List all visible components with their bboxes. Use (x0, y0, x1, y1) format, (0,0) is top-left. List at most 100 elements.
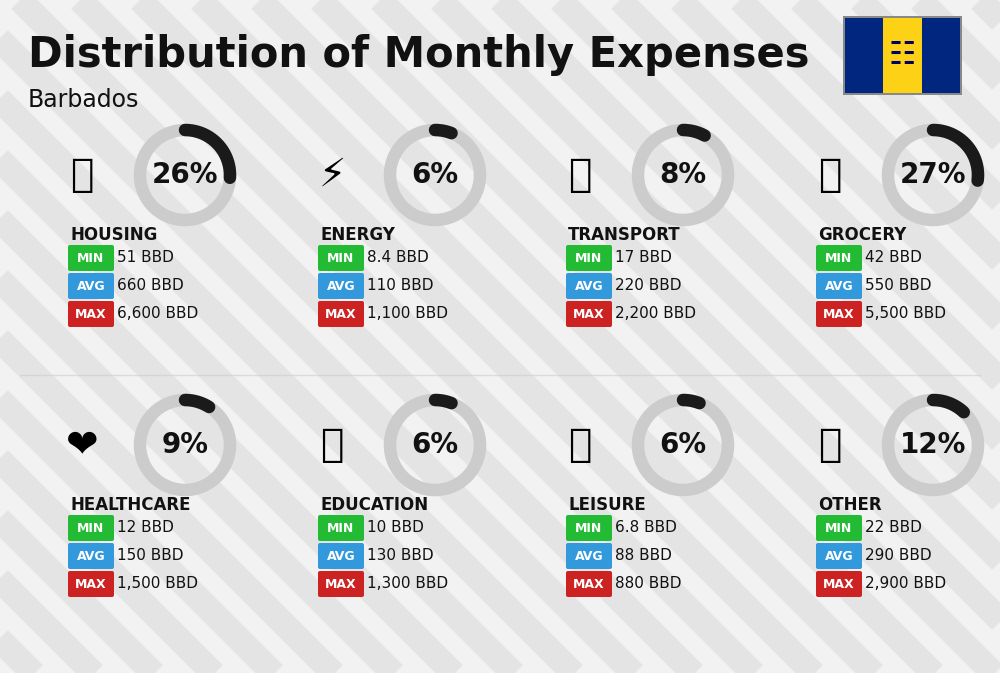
Text: 🚌: 🚌 (568, 156, 592, 194)
Text: 2,900 BBD: 2,900 BBD (865, 577, 946, 592)
Text: ❤: ❤ (66, 426, 98, 464)
Text: 150 BBD: 150 BBD (117, 548, 184, 563)
Text: AVG: AVG (77, 549, 105, 563)
FancyBboxPatch shape (68, 543, 114, 569)
Text: 8%: 8% (659, 161, 707, 189)
Text: 6%: 6% (411, 161, 459, 189)
Text: 🛒: 🛒 (818, 156, 842, 194)
Text: 1,500 BBD: 1,500 BBD (117, 577, 198, 592)
Text: MAX: MAX (573, 308, 605, 320)
FancyBboxPatch shape (318, 245, 364, 271)
Text: MIN: MIN (825, 252, 853, 264)
Text: LEISURE: LEISURE (568, 496, 646, 514)
Text: 8.4 BBD: 8.4 BBD (367, 250, 429, 266)
Text: MIN: MIN (327, 252, 355, 264)
Text: HEALTHCARE: HEALTHCARE (70, 496, 190, 514)
Text: MAX: MAX (325, 308, 357, 320)
Text: 550 BBD: 550 BBD (865, 279, 932, 293)
Text: AVG: AVG (825, 549, 853, 563)
Text: MIN: MIN (575, 522, 603, 534)
Text: 12 BBD: 12 BBD (117, 520, 174, 536)
Text: 🏢: 🏢 (70, 156, 94, 194)
FancyBboxPatch shape (816, 543, 862, 569)
Text: 🛍: 🛍 (568, 426, 592, 464)
FancyBboxPatch shape (816, 571, 862, 597)
FancyBboxPatch shape (816, 245, 862, 271)
Text: 9%: 9% (162, 431, 208, 459)
Text: EDUCATION: EDUCATION (320, 496, 428, 514)
FancyBboxPatch shape (816, 515, 862, 541)
Bar (922, 18, 960, 93)
Text: 110 BBD: 110 BBD (367, 279, 434, 293)
FancyBboxPatch shape (68, 245, 114, 271)
Text: ⚡: ⚡ (318, 156, 346, 194)
Text: AVG: AVG (327, 279, 355, 293)
Text: AVG: AVG (825, 279, 853, 293)
FancyBboxPatch shape (816, 301, 862, 327)
FancyBboxPatch shape (816, 273, 862, 299)
Text: 6%: 6% (411, 431, 459, 459)
Text: 5,500 BBD: 5,500 BBD (865, 306, 946, 322)
Text: MIN: MIN (77, 252, 105, 264)
FancyBboxPatch shape (566, 273, 612, 299)
Text: GROCERY: GROCERY (818, 226, 906, 244)
Text: 17 BBD: 17 BBD (615, 250, 672, 266)
Bar (845, 18, 883, 93)
FancyBboxPatch shape (566, 571, 612, 597)
FancyBboxPatch shape (566, 301, 612, 327)
FancyBboxPatch shape (566, 515, 612, 541)
Text: AVG: AVG (327, 549, 355, 563)
Text: 88 BBD: 88 BBD (615, 548, 672, 563)
FancyBboxPatch shape (318, 543, 364, 569)
FancyBboxPatch shape (68, 301, 114, 327)
FancyBboxPatch shape (318, 571, 364, 597)
Text: 220 BBD: 220 BBD (615, 279, 682, 293)
Text: MIN: MIN (575, 252, 603, 264)
Text: 🎓: 🎓 (320, 426, 344, 464)
Text: MAX: MAX (823, 577, 855, 590)
Text: 2,200 BBD: 2,200 BBD (615, 306, 696, 322)
Text: 12%: 12% (900, 431, 966, 459)
Text: MAX: MAX (75, 308, 107, 320)
Text: 27%: 27% (900, 161, 966, 189)
Text: 660 BBD: 660 BBD (117, 279, 184, 293)
Text: MAX: MAX (823, 308, 855, 320)
Text: 290 BBD: 290 BBD (865, 548, 932, 563)
FancyBboxPatch shape (68, 571, 114, 597)
Text: 1,100 BBD: 1,100 BBD (367, 306, 448, 322)
Text: 880 BBD: 880 BBD (615, 577, 682, 592)
Text: 51 BBD: 51 BBD (117, 250, 174, 266)
Text: 6.8 BBD: 6.8 BBD (615, 520, 677, 536)
Text: AVG: AVG (575, 549, 603, 563)
Text: 6,600 BBD: 6,600 BBD (117, 306, 198, 322)
Text: MAX: MAX (75, 577, 107, 590)
Text: Distribution of Monthly Expenses: Distribution of Monthly Expenses (28, 34, 810, 76)
Text: AVG: AVG (575, 279, 603, 293)
Text: 130 BBD: 130 BBD (367, 548, 434, 563)
FancyBboxPatch shape (843, 16, 962, 95)
Text: AVG: AVG (77, 279, 105, 293)
Text: MIN: MIN (327, 522, 355, 534)
FancyBboxPatch shape (318, 301, 364, 327)
FancyBboxPatch shape (566, 543, 612, 569)
Text: HOUSING: HOUSING (70, 226, 157, 244)
Text: ENERGY: ENERGY (320, 226, 395, 244)
FancyBboxPatch shape (68, 515, 114, 541)
Text: 22 BBD: 22 BBD (865, 520, 922, 536)
Text: 1,300 BBD: 1,300 BBD (367, 577, 448, 592)
Text: Barbados: Barbados (28, 88, 139, 112)
Text: TRANSPORT: TRANSPORT (568, 226, 681, 244)
Text: 42 BBD: 42 BBD (865, 250, 922, 266)
FancyBboxPatch shape (318, 515, 364, 541)
FancyBboxPatch shape (318, 273, 364, 299)
Text: 6%: 6% (659, 431, 707, 459)
Text: MIN: MIN (77, 522, 105, 534)
Text: MAX: MAX (325, 577, 357, 590)
Text: ☷: ☷ (889, 41, 916, 70)
Text: 👜: 👜 (818, 426, 842, 464)
Bar (883, 18, 922, 93)
FancyBboxPatch shape (566, 245, 612, 271)
Text: 10 BBD: 10 BBD (367, 520, 424, 536)
FancyBboxPatch shape (68, 273, 114, 299)
Text: OTHER: OTHER (818, 496, 882, 514)
